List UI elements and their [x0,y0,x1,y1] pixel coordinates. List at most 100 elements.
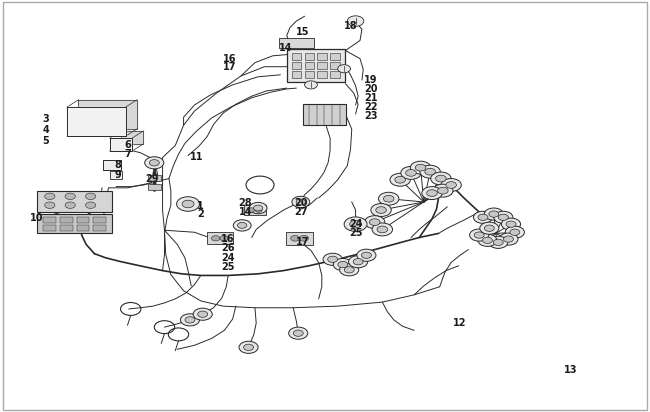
Text: 17: 17 [296,237,309,247]
Bar [287,49,345,82]
Circle shape [220,236,228,241]
Circle shape [469,229,489,241]
Circle shape [478,214,488,220]
Bar [44,225,56,231]
Circle shape [300,236,309,241]
Bar [330,62,340,69]
Circle shape [45,202,55,208]
Text: 17: 17 [223,62,236,72]
Circle shape [296,199,306,205]
Text: 23: 23 [364,111,378,122]
Circle shape [348,256,368,268]
Circle shape [65,202,75,208]
Bar [77,225,89,231]
Bar [292,54,302,60]
Circle shape [293,330,303,336]
Circle shape [372,223,393,236]
Circle shape [338,65,350,73]
Circle shape [177,197,200,211]
Bar [207,232,233,244]
Circle shape [480,222,499,234]
Text: 18: 18 [344,21,358,31]
Circle shape [233,220,251,231]
Text: 22: 22 [364,102,378,112]
Bar [330,71,340,77]
Circle shape [338,261,348,268]
Circle shape [426,190,437,197]
Circle shape [436,175,447,182]
Bar [93,217,106,223]
Circle shape [489,211,499,217]
Circle shape [501,218,521,230]
Circle shape [420,165,440,178]
Circle shape [255,208,262,212]
Circle shape [361,252,371,258]
Circle shape [377,226,387,233]
Circle shape [323,253,342,265]
Circle shape [86,202,96,208]
Circle shape [239,341,258,353]
Circle shape [384,195,394,202]
Circle shape [344,217,367,232]
Circle shape [499,233,518,245]
Text: 27: 27 [294,207,307,217]
Circle shape [482,237,493,243]
Circle shape [185,317,195,323]
Circle shape [292,196,309,208]
Text: 11: 11 [190,152,203,162]
Bar [292,62,302,69]
Circle shape [484,208,503,220]
Circle shape [415,164,426,171]
Bar [330,54,340,60]
Text: 10: 10 [31,213,44,223]
Bar [279,38,314,48]
Circle shape [378,192,399,205]
Text: 4: 4 [43,125,49,135]
Circle shape [401,166,421,179]
Bar [286,232,313,245]
Circle shape [494,211,513,223]
Text: 28: 28 [239,198,252,208]
Circle shape [86,193,96,199]
Bar [317,62,327,69]
Circle shape [422,187,442,199]
Bar [244,205,266,215]
Circle shape [244,344,254,351]
Circle shape [446,182,456,188]
Text: 24: 24 [349,219,362,229]
Bar [44,217,56,223]
Circle shape [328,256,337,262]
Circle shape [433,184,453,197]
Circle shape [473,211,493,223]
Text: 7: 7 [124,149,131,159]
Text: 16: 16 [223,54,236,63]
Bar [60,225,73,231]
Text: 15: 15 [296,27,309,37]
Text: 12: 12 [453,318,467,328]
Circle shape [193,308,213,320]
Circle shape [347,16,364,26]
Polygon shape [79,100,137,129]
Circle shape [506,221,516,227]
Text: 9: 9 [114,170,122,180]
Circle shape [182,200,194,208]
Circle shape [248,208,255,212]
Text: 2: 2 [198,209,204,219]
Circle shape [504,236,514,242]
Polygon shape [110,138,132,151]
Text: 29: 29 [145,173,159,183]
Circle shape [510,229,520,235]
Text: 14: 14 [279,43,293,53]
Circle shape [254,205,263,211]
Text: 8: 8 [114,160,122,170]
Circle shape [198,311,207,317]
Bar [37,214,112,234]
Text: 25: 25 [222,262,235,272]
Circle shape [289,327,308,339]
Polygon shape [67,107,125,136]
Bar [37,191,112,212]
Polygon shape [121,131,144,144]
Text: 14: 14 [239,207,252,217]
Circle shape [353,259,363,265]
Circle shape [357,249,376,261]
